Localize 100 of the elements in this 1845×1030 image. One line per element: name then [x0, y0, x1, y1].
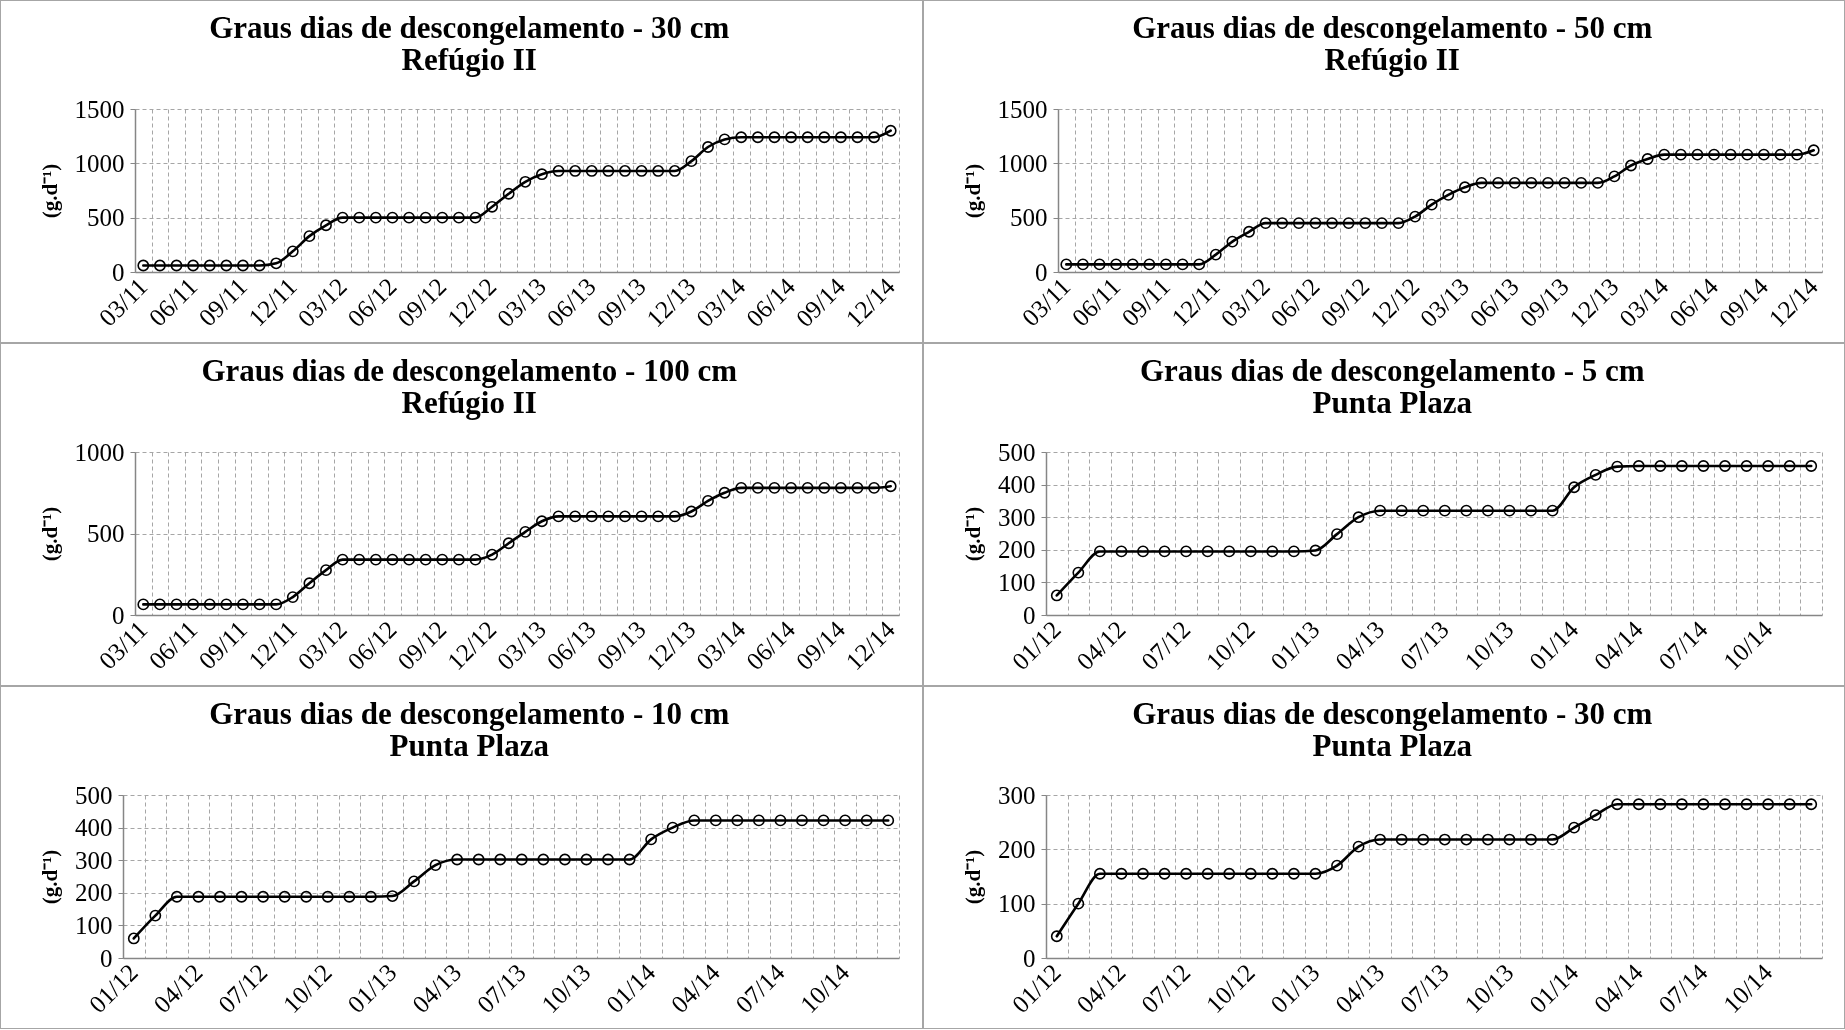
point: [1244, 867, 1257, 880]
point: [386, 553, 399, 566]
point: [688, 814, 701, 827]
point: [170, 890, 183, 903]
point: [1137, 545, 1149, 558]
point: [552, 510, 565, 523]
point: [1072, 897, 1085, 910]
point: [1352, 840, 1365, 853]
y-tick-label: 1500: [74, 95, 125, 123]
point: [602, 510, 615, 523]
point: [619, 510, 631, 523]
point: [253, 259, 266, 272]
y-axis-title: (g.d⁻¹): [37, 506, 62, 562]
point: [537, 853, 550, 866]
point: [127, 932, 140, 945]
point: [300, 890, 313, 903]
point: [320, 219, 332, 232]
point: [369, 211, 382, 224]
point: [1697, 460, 1710, 472]
point: [486, 200, 499, 213]
point: [1374, 504, 1387, 517]
point: [1591, 176, 1604, 189]
point: [709, 814, 722, 827]
point: [884, 480, 897, 493]
point: [137, 259, 150, 272]
point: [403, 211, 415, 224]
point: [1266, 867, 1279, 880]
y-tick-label: 0: [112, 258, 125, 286]
point: [635, 510, 648, 523]
y-tick-label: 200: [998, 835, 1036, 863]
point: [386, 890, 399, 902]
point: [1805, 460, 1818, 472]
point: [1791, 148, 1804, 161]
point: [303, 577, 316, 590]
point: [1675, 798, 1688, 811]
point: [472, 853, 485, 866]
point: [203, 598, 216, 611]
point: [1724, 148, 1737, 161]
y-axis-title: (g.d⁻¹): [960, 163, 985, 219]
point: [1374, 833, 1387, 846]
point: [1632, 798, 1645, 811]
point: [1805, 798, 1818, 811]
point: [429, 859, 442, 871]
point: [153, 259, 166, 272]
point: [452, 553, 465, 566]
point: [1158, 867, 1171, 880]
point: [834, 481, 847, 494]
point: [486, 548, 499, 561]
point: [1287, 867, 1300, 880]
point: [502, 187, 515, 200]
point: [436, 553, 449, 566]
y-tick-label: 1500: [997, 95, 1048, 123]
y-tick-label: 1000: [997, 149, 1048, 177]
point: [1331, 528, 1343, 541]
point: [882, 814, 895, 827]
point: [1757, 148, 1770, 161]
point: [1697, 798, 1710, 811]
y-tick-label: 100: [998, 568, 1036, 596]
point: [270, 598, 283, 611]
y-tick-label: 300: [998, 503, 1036, 531]
point: [1807, 144, 1820, 157]
point: [851, 131, 864, 144]
point: [569, 510, 582, 523]
point: [1060, 258, 1073, 271]
point: [751, 131, 764, 144]
point: [452, 211, 465, 224]
point: [1223, 867, 1236, 880]
chart-title: Graus dias de descongelamento - 100 cm: [201, 353, 738, 388]
point: [1460, 833, 1473, 846]
point: [1395, 833, 1408, 846]
point: [1050, 930, 1063, 943]
point: [818, 131, 831, 144]
point: [1762, 460, 1775, 472]
point: [1244, 545, 1257, 558]
y-tick-label: 500: [1010, 204, 1048, 232]
point: [1438, 833, 1451, 846]
point: [1160, 258, 1172, 271]
point: [1209, 248, 1222, 261]
point: [718, 133, 731, 146]
point: [419, 211, 432, 224]
point: [1503, 504, 1516, 517]
point: [1719, 798, 1731, 811]
point: [469, 553, 482, 566]
point: [1331, 859, 1343, 872]
point: [735, 131, 748, 144]
point: [321, 890, 334, 903]
point: [149, 909, 162, 922]
point: [419, 553, 432, 566]
point: [1783, 460, 1796, 472]
y-tick-label: 0: [1023, 944, 1036, 972]
point: [1409, 210, 1422, 223]
point: [1783, 798, 1796, 811]
point: [1568, 821, 1581, 834]
point: [1542, 176, 1554, 189]
point: [619, 165, 631, 177]
point: [187, 598, 200, 611]
point: [235, 890, 248, 903]
point: [1417, 504, 1430, 517]
y-tick-label: 1000: [74, 149, 125, 177]
point: [469, 211, 482, 224]
